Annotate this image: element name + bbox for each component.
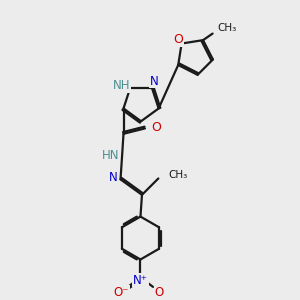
Text: O⁻: O⁻	[114, 286, 129, 299]
Text: O: O	[154, 286, 164, 299]
Text: CH₃: CH₃	[169, 170, 188, 180]
Text: HN: HN	[102, 149, 119, 162]
Text: N: N	[109, 171, 118, 184]
Text: N: N	[150, 75, 159, 88]
Text: CH₃: CH₃	[217, 23, 236, 33]
Text: O: O	[152, 121, 161, 134]
Text: N⁺: N⁺	[133, 274, 148, 287]
Text: O: O	[173, 34, 183, 46]
Text: NH: NH	[112, 79, 130, 92]
